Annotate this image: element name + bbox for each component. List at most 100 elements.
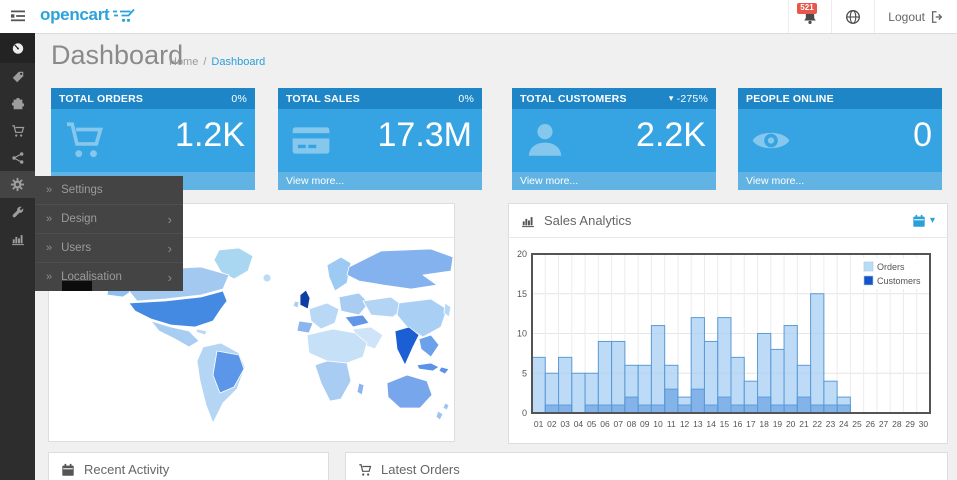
notifications-button[interactable]: 521: [788, 0, 831, 33]
view-more-link[interactable]: View more...: [512, 172, 716, 190]
recent-activity-panel: Recent Activity: [48, 452, 329, 480]
cart-icon: [11, 124, 25, 138]
store-front-button[interactable]: [831, 0, 874, 33]
svg-text:5: 5: [522, 368, 527, 378]
breadcrumb-dashboard[interactable]: Dashboard: [211, 56, 266, 68]
gear-icon: [10, 177, 25, 192]
logout-label: Logout: [888, 9, 925, 24]
svg-text:03: 03: [560, 419, 570, 429]
total-customers-card: TOTAL CUSTOMERS ▾ -275% 2.2K View more...: [512, 88, 716, 190]
globe-icon: [845, 9, 861, 25]
puzzle-icon: [11, 97, 25, 111]
svg-text:12: 12: [680, 419, 690, 429]
bar-chart-icon: [11, 232, 25, 246]
calendar-icon: [912, 214, 926, 228]
svg-text:07: 07: [613, 419, 623, 429]
view-more-link[interactable]: View more...: [278, 172, 482, 190]
menu-toggle-icon[interactable]: [9, 8, 27, 24]
menu-item-localisation[interactable]: » Localisation ›: [35, 262, 183, 291]
render-artifact: [62, 281, 92, 291]
svg-text:20: 20: [517, 249, 527, 259]
topbar-actions: 521 Logout: [788, 0, 957, 33]
svg-text:19: 19: [773, 419, 783, 429]
card-value: 17.3M: [377, 116, 473, 154]
svg-text:09: 09: [640, 419, 650, 429]
view-more-link[interactable]: View more...: [738, 172, 942, 190]
sidebar-item-catalog[interactable]: [0, 63, 35, 90]
svg-text:04: 04: [574, 419, 584, 429]
calendar-icon: [61, 463, 75, 477]
sales-analytics-header: Sales Analytics ▾: [509, 204, 947, 238]
breadcrumb: Home / Dashboard: [169, 56, 265, 68]
double-chevron-icon: »: [46, 242, 53, 254]
opencart-logo[interactable]: opencart: [40, 5, 136, 25]
share-icon: [11, 151, 25, 165]
svg-text:11: 11: [667, 419, 676, 429]
sales-analytics-panel: Sales Analytics ▾ 0 5 10 15 20 01 02 03 04 05 06 07…: [508, 203, 948, 444]
logo-cart-icon: [113, 8, 136, 22]
svg-text:24: 24: [839, 419, 849, 429]
svg-text:23: 23: [826, 419, 836, 429]
page-title: Dashboard: [51, 40, 184, 70]
svg-text:06: 06: [600, 419, 610, 429]
card-title: TOTAL CUSTOMERS: [520, 92, 627, 105]
world-map-panel: [48, 203, 455, 442]
card-value: 0: [913, 116, 932, 154]
svg-text:18: 18: [759, 419, 769, 429]
recent-activity-title: Recent Activity: [84, 462, 170, 477]
sidebar-item-tools[interactable]: [0, 198, 35, 225]
double-chevron-icon: »: [46, 271, 53, 283]
system-flyout-menu: » Settings » Design › » Users › » Localisation…: [35, 176, 183, 291]
menu-item-users[interactable]: » Users ›: [35, 233, 183, 262]
logout-icon: [930, 10, 944, 24]
chevron-right-icon: ›: [167, 211, 172, 227]
top-bar: opencart 521 Logout: [0, 0, 957, 34]
latest-orders-panel: Latest Orders: [345, 452, 948, 480]
sidebar-item-dashboard[interactable]: [0, 33, 35, 63]
menu-item-design[interactable]: » Design ›: [35, 204, 183, 233]
double-chevron-icon: »: [46, 213, 53, 225]
svg-text:29: 29: [905, 419, 915, 429]
logout-button[interactable]: Logout: [874, 0, 957, 33]
sidebar-item-extensions[interactable]: [0, 90, 35, 117]
card-delta: 0%: [231, 92, 247, 105]
svg-text:25: 25: [852, 419, 862, 429]
latest-orders-title: Latest Orders: [381, 462, 460, 477]
notification-badge: 521: [797, 3, 817, 14]
svg-text:30: 30: [919, 419, 929, 429]
svg-text:0: 0: [522, 408, 527, 418]
card-value: 2.2K: [636, 116, 706, 154]
double-chevron-icon: »: [46, 184, 53, 196]
svg-text:10: 10: [517, 329, 527, 339]
sales-analytics-title: Sales Analytics: [544, 213, 632, 228]
sidebar-item-marketing[interactable]: [0, 144, 35, 171]
svg-text:02: 02: [547, 419, 557, 429]
breadcrumb-separator: /: [203, 56, 207, 68]
caret-down-icon: ▾: [929, 215, 935, 226]
breadcrumb-home[interactable]: Home: [169, 56, 199, 68]
svg-text:01: 01: [534, 419, 544, 429]
svg-text:10: 10: [653, 419, 663, 429]
svg-text:26: 26: [866, 419, 876, 429]
latest-orders-header: Latest Orders: [346, 453, 947, 480]
date-range-dropdown[interactable]: ▾: [912, 214, 935, 228]
svg-text:13: 13: [693, 419, 703, 429]
cart-icon: [358, 463, 372, 477]
sidebar-item-sales[interactable]: [0, 117, 35, 144]
menu-item-settings[interactable]: » Settings: [46, 184, 103, 196]
sidebar-item-system[interactable]: [0, 171, 35, 198]
svg-text:Customers: Customers: [877, 276, 921, 286]
bar-chart-icon: [521, 214, 535, 228]
logo-text: opencart: [40, 5, 110, 24]
svg-text:27: 27: [879, 419, 889, 429]
chevron-right-icon: ›: [167, 240, 172, 256]
svg-text:22: 22: [812, 419, 822, 429]
wrench-icon: [11, 205, 25, 219]
sidebar: [0, 33, 35, 480]
card-value: 1.2K: [175, 116, 245, 154]
svg-text:08: 08: [627, 419, 637, 429]
map-panel-header: [49, 204, 454, 238]
tag-icon: [11, 70, 25, 84]
sidebar-item-reports[interactable]: [0, 225, 35, 252]
